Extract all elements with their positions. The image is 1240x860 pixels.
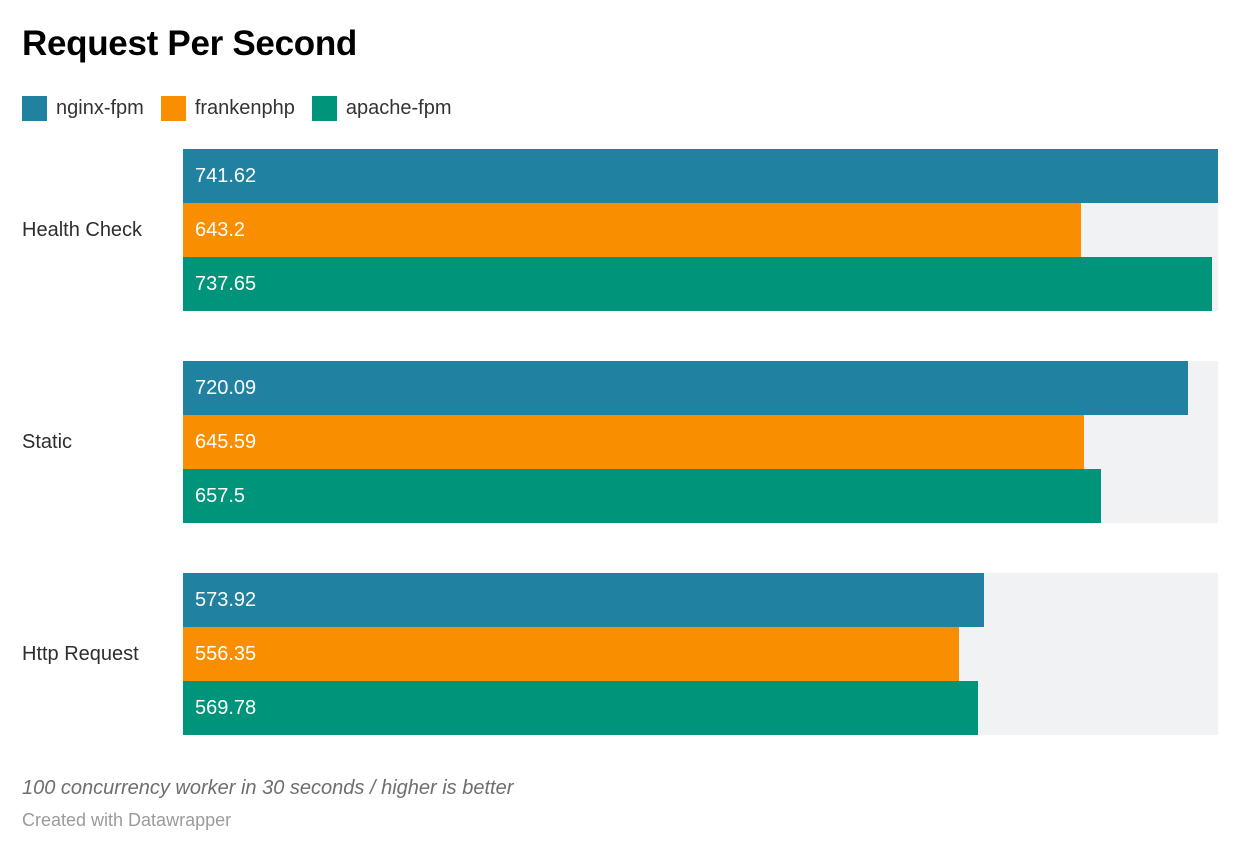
bar-nginx-fpm: 720.09	[183, 361, 1188, 415]
bar-frankenphp: 645.59	[183, 415, 1084, 469]
chart-footnote: 100 concurrency worker in 30 seconds / h…	[22, 777, 514, 799]
page-title: Request Per Second	[22, 24, 357, 63]
legend-swatch-icon	[311, 96, 337, 121]
bar-nginx-fpm: 573.92	[183, 573, 984, 627]
category-group-health-check: Health Check 741.62 643.2 737.65	[22, 149, 1218, 311]
bar-track-frankenphp: 556.35	[183, 627, 1218, 681]
legend: nginx-fpm frankenphp apache-fpm	[22, 96, 1218, 121]
legend-swatch-icon	[22, 96, 47, 121]
bar-value-label: 643.2	[195, 218, 246, 241]
bar-apache-fpm: 737.65	[183, 257, 1213, 311]
bar-track-apache-fpm: 569.78	[183, 681, 1218, 735]
bar-frankenphp: 556.35	[183, 627, 960, 681]
bar-value-label: 657.5	[195, 484, 246, 507]
bar-track-frankenphp: 643.2	[183, 203, 1218, 257]
category-bars: 573.92 556.35 569.78	[183, 573, 1218, 735]
bar-track-apache-fpm: 737.65	[183, 257, 1218, 311]
bar-track-apache-fpm: 657.5	[183, 469, 1218, 523]
legend-label: frankenphp	[194, 97, 295, 119]
bar-apache-fpm: 569.78	[183, 681, 979, 735]
bar-value-label: 741.62	[195, 164, 257, 187]
bar-apache-fpm: 657.5	[183, 469, 1101, 523]
category-label: Health Check	[22, 218, 143, 241]
category-group-static: Static 720.09 645.59 657.5	[22, 361, 1218, 523]
bar-track-nginx-fpm: 741.62	[183, 149, 1218, 203]
bar-value-label: 573.92	[195, 588, 257, 611]
legend-label: nginx-fpm	[56, 97, 144, 119]
bar-value-label: 737.65	[195, 272, 257, 295]
bar-track-nginx-fpm: 720.09	[183, 361, 1218, 415]
bar-frankenphp: 643.2	[183, 203, 1081, 257]
legend-item-nginx-fpm: nginx-fpm	[22, 96, 144, 121]
legend-swatch-icon	[160, 96, 186, 121]
bar-value-label: 569.78	[195, 696, 257, 719]
legend-item-frankenphp: frankenphp	[160, 96, 295, 121]
bar-chart: Health Check 741.62 643.2 737.65 Static 720.0…	[22, 149, 1218, 735]
bar-nginx-fpm: 741.62	[183, 149, 1218, 203]
bar-track-frankenphp: 645.59	[183, 415, 1218, 469]
category-group-http-request: Http Request 573.92 556.35 569.78	[22, 573, 1218, 735]
bar-value-label: 556.35	[195, 642, 257, 665]
legend-item-apache-fpm: apache-fpm	[311, 96, 452, 121]
bar-value-label: 720.09	[195, 376, 257, 399]
legend-label: apache-fpm	[345, 97, 452, 119]
bar-track-nginx-fpm: 573.92	[183, 573, 1218, 627]
category-label: Http Request	[22, 642, 139, 665]
bar-value-label: 645.59	[195, 430, 257, 453]
datawrapper-attribution: Created with Datawrapper	[22, 810, 232, 830]
category-bars: 741.62 643.2 737.65	[183, 149, 1218, 311]
category-label: Static	[22, 430, 73, 453]
category-bars: 720.09 645.59 657.5	[183, 361, 1218, 523]
